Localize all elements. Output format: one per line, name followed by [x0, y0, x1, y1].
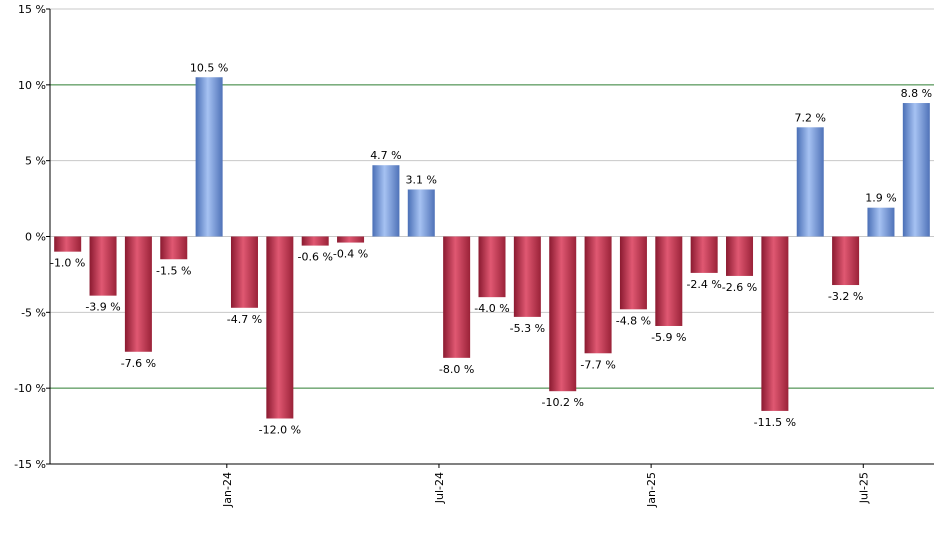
y-tick-label: 5 %	[25, 155, 46, 168]
data-label-feb-25: -4.8 %	[616, 314, 651, 327]
bar-feb-24	[195, 77, 223, 237]
data-label-jun-24: -0.4 %	[333, 248, 368, 261]
data-label-may-25: -2.6 %	[722, 281, 757, 294]
y-tick-label: -15 %	[14, 458, 46, 471]
data-label-apr-25: -2.4 %	[686, 278, 721, 291]
bar-aug-25	[832, 236, 860, 286]
bar-jan-25	[584, 236, 612, 354]
data-label-jul-24: 4.7 %	[370, 149, 401, 162]
bar-may-24	[301, 236, 329, 246]
bar-nov-23	[89, 236, 117, 296]
data-label-jan-24: -1.5 %	[156, 264, 191, 277]
x-tick-label: Jan-25	[645, 472, 658, 508]
bar-dec-24	[549, 236, 577, 392]
data-label-aug-25: -3.2 %	[828, 290, 863, 303]
data-label-jan-25: -7.7 %	[580, 358, 615, 371]
y-tick-label: 15 %	[18, 3, 46, 16]
y-tick-label: -10 %	[14, 382, 46, 395]
x-tick-label: Jan-24	[221, 472, 234, 508]
bar-feb-25	[619, 236, 647, 310]
data-label-jun-25: -11.5 %	[754, 416, 796, 429]
bar-nov-24	[513, 236, 541, 317]
data-label-mar-25: -5.9 %	[651, 331, 686, 344]
bar-dec-23	[124, 236, 152, 352]
data-label-sep-25: 1.9 %	[865, 192, 896, 205]
data-label-sep-24: -8.0 %	[439, 363, 474, 376]
bars	[54, 77, 930, 419]
data-label-dec-23: -7.6 %	[121, 357, 156, 370]
data-label-dec-24: -10.2 %	[542, 396, 584, 409]
bar-oct-24	[478, 236, 506, 298]
bar-aug-24	[407, 189, 435, 237]
x-tick-label: Jul-24	[433, 472, 446, 504]
bar-may-25	[726, 236, 754, 276]
data-label-oct-25: 8.8 %	[901, 87, 932, 100]
y-tick-label: -5 %	[21, 306, 46, 319]
data-label-nov-24: -5.3 %	[510, 322, 545, 335]
bar-jul-25	[796, 127, 824, 237]
bar-mar-25	[655, 236, 683, 326]
bar-jun-24	[337, 236, 365, 243]
bar-apr-24	[266, 236, 294, 419]
bar-oct-25	[902, 103, 930, 237]
x-tick-label: Jul-25	[857, 472, 870, 504]
data-label-may-24: -0.6 %	[297, 251, 332, 264]
data-label-mar-24: -4.7 %	[227, 313, 262, 326]
bar-sep-24	[443, 236, 471, 358]
bar-sep-25	[867, 207, 895, 237]
axes: 15 % 10 % 5 % 0 % -5 % -10 % -15 % Jan-24 Jul-24…	[14, 3, 934, 508]
data-label-aug-24: 3.1 %	[406, 173, 437, 186]
bar-mar-24	[230, 236, 258, 308]
y-tick-label: 0 %	[25, 231, 46, 244]
data-label-feb-24: 10.5 %	[190, 61, 228, 74]
data-label-oct-24: -4.0 %	[474, 302, 509, 315]
bar-jun-25	[761, 236, 789, 411]
data-label-apr-24: -12.0 %	[259, 424, 301, 437]
data-labels: -1.0 % -3.9 % -7.6 % -1.5 % 10.5 % -4.7 % -12.…	[50, 61, 932, 436]
data-label-nov-23: -3.9 %	[85, 301, 120, 314]
bar-oct-23	[54, 236, 82, 252]
y-tick-label: 10 %	[18, 79, 46, 92]
bar-apr-25	[690, 236, 718, 273]
data-label-jul-25: 7.2 %	[795, 111, 826, 124]
data-label-oct-23: -1.0 %	[50, 257, 85, 270]
bar-jul-24	[372, 165, 400, 237]
bar-jan-24	[160, 236, 188, 260]
